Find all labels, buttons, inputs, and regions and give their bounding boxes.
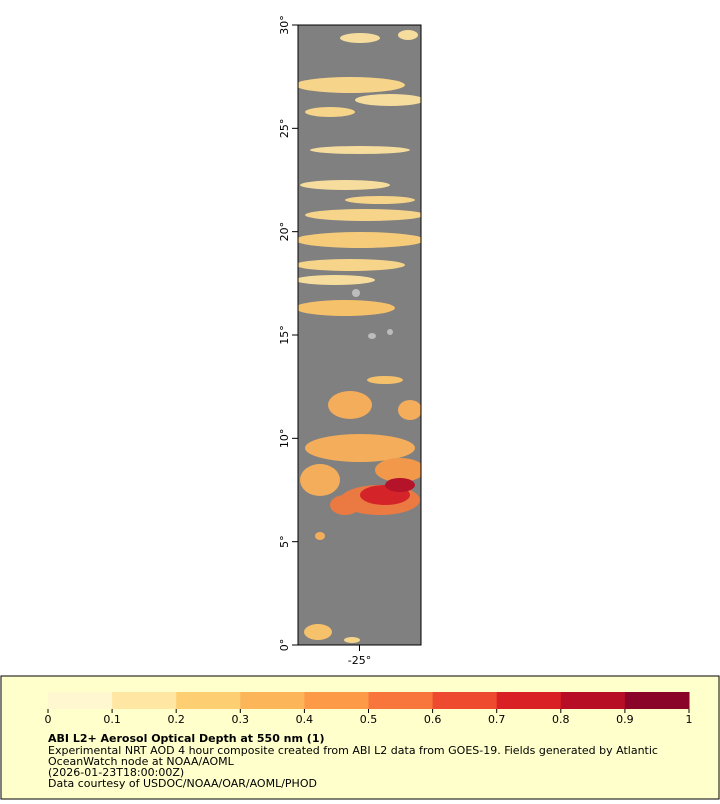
colorbar-tick-label: 0.1 (103, 713, 121, 726)
caption-line: Data courtesy of USDOC/NOAA/OAR/AOML/PHO… (48, 777, 317, 790)
colorbar-swatch (432, 692, 498, 709)
caption-line: Experimental NRT AOD 4 hour composite cr… (48, 744, 658, 757)
colorbar-tick-label: 0.9 (616, 713, 634, 726)
aod-map (298, 25, 421, 645)
map-axes: 0° 5° 10° 15° 20° 25° 30° -25° (278, 15, 371, 667)
lon-tick-label: -25° (348, 654, 371, 667)
colorbar-swatch (112, 692, 177, 709)
colorbar-tick-label: 1 (686, 713, 693, 726)
colorbar-swatch (176, 692, 241, 709)
lat-tick-label: 0° (278, 639, 291, 652)
colorbar-tick-label: 0.3 (232, 713, 250, 726)
colorbar-tick-label: 0 (45, 713, 52, 726)
colorbar-swatch (560, 692, 626, 709)
lat-tick-label: 10° (278, 429, 291, 449)
colorbar-tick-label: 0.6 (424, 713, 442, 726)
colorbar-swatch (624, 692, 690, 709)
lat-tick-label: 25° (278, 119, 291, 139)
caption-title: ABI L2+ Aerosol Optical Depth at 550 nm … (48, 732, 325, 745)
lat-tick-label: 20° (278, 222, 291, 242)
colorbar-tick-label: 0.4 (296, 713, 314, 726)
colorbar-swatch (48, 692, 113, 709)
colorbar: 0 0.1 0.2 0.3 0.4 0.5 0.6 0.7 0.8 0.9 1 (45, 692, 693, 726)
colorbar-swatch (240, 692, 305, 709)
colorbar-swatch (368, 692, 434, 709)
lat-tick-label: 5° (278, 535, 291, 548)
colorbar-swatch (496, 692, 562, 709)
caption-line: (2026-01-23T18:00:00Z) (48, 766, 184, 779)
colorbar-tick-label: 0.2 (167, 713, 185, 726)
colorbar-tick-label: 0.5 (360, 713, 378, 726)
colorbar-swatch (304, 692, 369, 709)
caption-line: OceanWatch node at NOAA/AOML (48, 755, 235, 768)
caption: Experimental NRT AOD 4 hour composite cr… (48, 744, 658, 790)
colorbar-tick-label: 0.7 (488, 713, 506, 726)
lat-tick-label: 15° (278, 325, 291, 345)
lat-tick-label: 30° (278, 15, 291, 35)
colorbar-tick-label: 0.8 (552, 713, 570, 726)
